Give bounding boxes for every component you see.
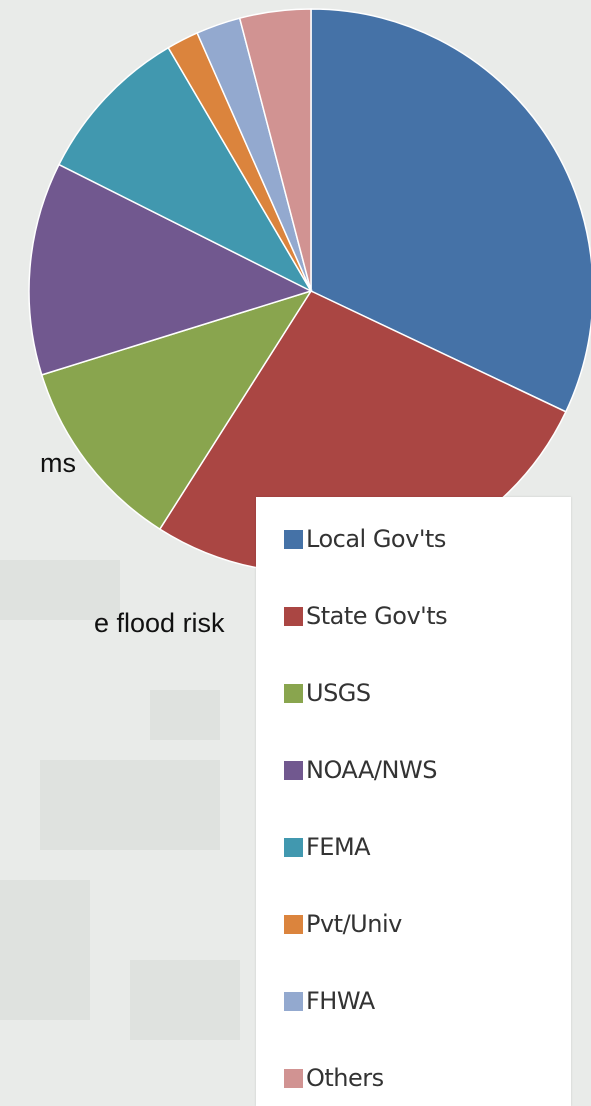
legend-item: Others [284,1058,384,1098]
legend-item: USGS [284,673,371,713]
legend-swatch [284,837,303,857]
legend-label: FHWA [306,987,375,1015]
legend-swatch [284,1068,303,1088]
legend-swatch [284,606,303,626]
background-text-line-1: ms [40,448,76,478]
pie-slice-others [238,8,312,292]
legend-item: Pvt/Univ [284,904,402,944]
legend-swatch [284,760,303,780]
legend-swatch [284,914,303,934]
legend-label: NOAA/NWS [306,756,437,784]
pie-slice-fema [57,46,313,293]
background-text-line-2: e flood risk [94,608,225,638]
pie-slice-usgs [40,289,313,531]
legend-item: State Gov'ts [284,596,448,636]
legend-swatch [284,991,303,1011]
legend-item: Local Gov'ts [284,519,446,559]
pie-slice-local-gov-ts [310,8,591,413]
pie-slice-noaa-nws [28,163,313,376]
legend-swatch [284,529,303,549]
legend-label: Others [306,1064,384,1092]
legend-swatch [284,683,303,703]
legend-label: Pvt/Univ [306,910,402,938]
legend-label: USGS [306,679,371,707]
legend-label: FEMA [306,833,371,861]
legend-label: State Gov'ts [306,602,448,630]
chart-legend: Local Gov'ts State Gov'ts USGS NOAA/NWS FEMA… [256,497,571,1106]
legend-item: FHWA [284,981,375,1021]
legend-item: FEMA [284,827,371,867]
legend-item: NOAA/NWS [284,750,437,790]
legend-label: Local Gov'ts [306,525,446,553]
